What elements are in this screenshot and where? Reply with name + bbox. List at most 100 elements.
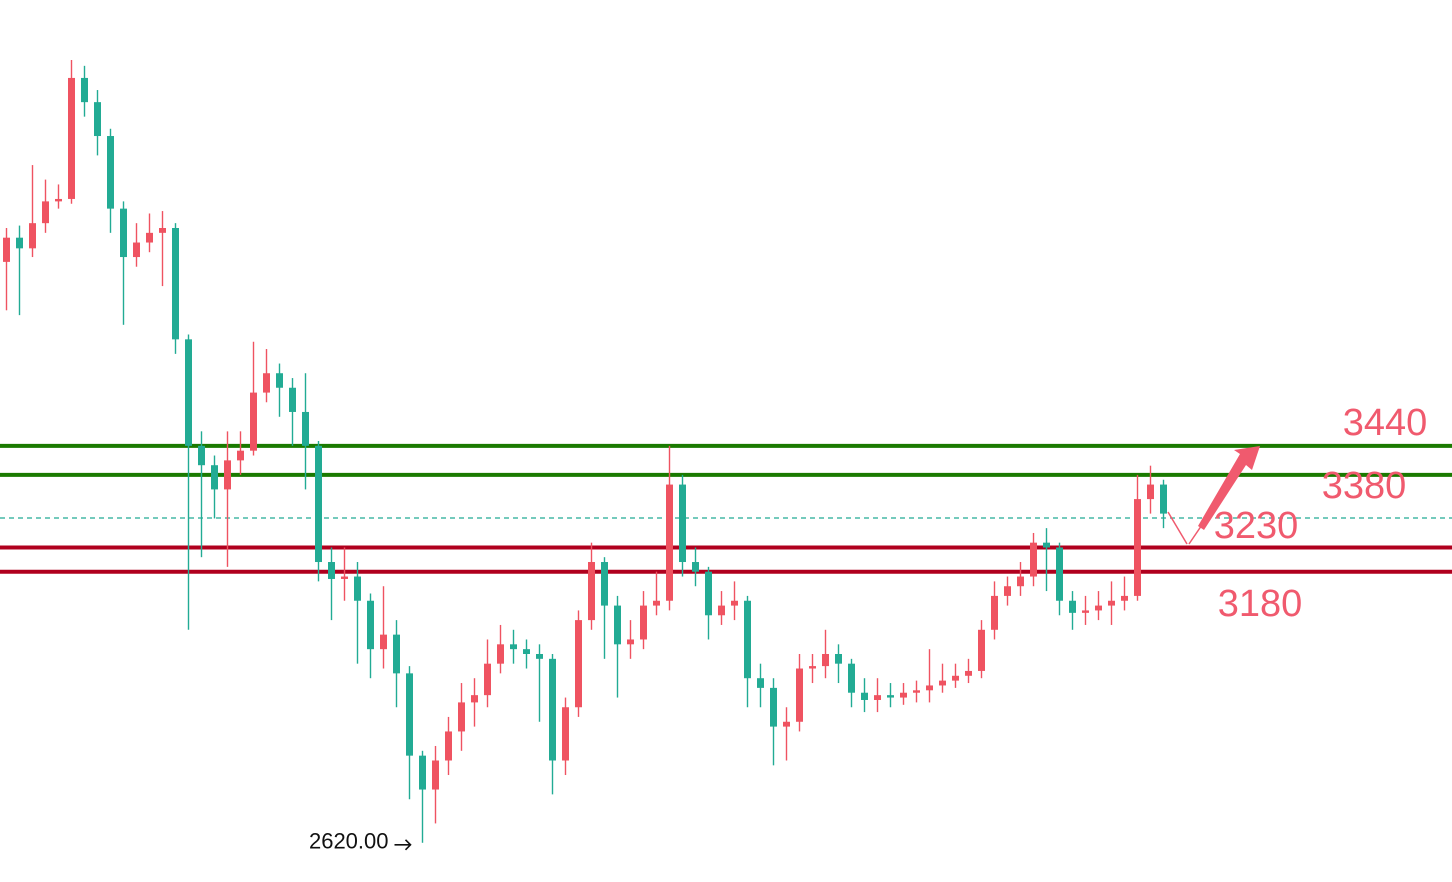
candle-body: [81, 77, 88, 103]
candle-body: [380, 634, 387, 650]
candle-body: [757, 678, 764, 688]
candle-body: [471, 695, 478, 703]
candle-body: [367, 600, 374, 650]
candle-body: [133, 242, 140, 258]
level-label: 3180: [1218, 583, 1303, 625]
forecast-dip: [1167, 511, 1188, 545]
candle-body: [393, 634, 400, 674]
candle-body: [3, 237, 10, 262]
candle-body: [315, 445, 322, 563]
candle-body: [29, 223, 36, 249]
candle-body: [666, 484, 673, 601]
candle-body: [94, 102, 101, 137]
candle-body: [1030, 542, 1037, 577]
low-label: 2620.00: [309, 829, 389, 854]
candle-body: [874, 695, 881, 700]
candle-body: [783, 721, 790, 727]
candle-body: [562, 707, 569, 761]
annotations: 3440 3380 3230 3180 2620.00: [309, 402, 1427, 854]
candle-body: [718, 605, 725, 616]
candle-body: [263, 373, 270, 393]
candle-body: [250, 392, 257, 451]
candle-body: [575, 620, 582, 708]
candle-body: [1004, 586, 1011, 596]
candle-body: [1108, 600, 1115, 606]
candle-body: [991, 595, 998, 630]
candle-body: [159, 228, 166, 233]
candle-body: [601, 562, 608, 606]
candle-body: [796, 668, 803, 722]
candle-body: [978, 629, 985, 671]
candle-body: [588, 562, 595, 621]
candle-body: [1017, 576, 1024, 587]
candle-body: [861, 692, 868, 700]
candle-body: [237, 450, 244, 461]
candle-body: [744, 600, 751, 679]
candle-body: [614, 605, 621, 645]
candle-body: [536, 653, 543, 659]
candle-body: [1043, 542, 1050, 548]
candle-body: [68, 77, 75, 199]
candle-body: [185, 339, 192, 446]
candle-body: [510, 644, 517, 650]
candle-body: [432, 760, 439, 790]
candle-body: [107, 136, 114, 209]
level-label: 3380: [1322, 465, 1407, 507]
level-label: 3230: [1214, 505, 1299, 547]
candle-body: [1134, 499, 1141, 596]
candle-body: [848, 663, 855, 693]
candle-body: [302, 411, 309, 446]
candle-body: [211, 465, 218, 490]
candle-body: [172, 228, 179, 340]
candle-body: [1069, 600, 1076, 613]
candle-body: [1082, 610, 1089, 613]
candle-body: [1056, 547, 1063, 601]
candle-body: [16, 237, 23, 249]
candle-body: [458, 702, 465, 732]
candle-body: [224, 460, 231, 490]
candle-body: [406, 673, 413, 756]
candle-body: [822, 653, 829, 667]
candle-body: [549, 658, 556, 761]
candle-body: [926, 685, 933, 691]
candle-body: [484, 663, 491, 696]
candle-body: [952, 675, 959, 681]
candle-body: [198, 445, 205, 466]
candle-body: [1095, 605, 1102, 611]
candle-body: [146, 232, 153, 243]
candle-body: [523, 649, 530, 654]
candle-body: [705, 571, 712, 616]
candle-body: [887, 695, 894, 698]
candle-body: [1160, 484, 1167, 514]
candle-body: [354, 576, 361, 601]
forecast-arrow: [1198, 446, 1260, 530]
candle-body: [42, 201, 49, 224]
candle-body: [770, 687, 777, 727]
candle-body: [55, 198, 62, 202]
candles: [3, 60, 1167, 843]
candle-body: [913, 690, 920, 693]
candle-body: [731, 600, 738, 606]
candle-body: [289, 387, 296, 412]
candle-body: [1147, 484, 1154, 500]
candle-body: [120, 208, 127, 258]
candle-body: [939, 680, 946, 686]
candle-body: [965, 670, 972, 676]
candle-body: [627, 639, 634, 645]
candle-body: [679, 484, 686, 563]
candle-body: [809, 666, 816, 669]
candle-body: [276, 373, 283, 388]
candle-body: [445, 731, 452, 761]
candle-body: [653, 600, 660, 606]
candle-body: [419, 755, 426, 790]
levels: [0, 443, 1452, 574]
candle-body: [835, 653, 842, 664]
candle-body: [640, 605, 647, 640]
candle-body: [328, 562, 335, 579]
level-label: 3440: [1343, 402, 1428, 444]
candle-body: [692, 562, 699, 572]
low-arrow: [394, 839, 412, 851]
candle-body: [900, 692, 907, 698]
candle-body: [1121, 595, 1128, 601]
